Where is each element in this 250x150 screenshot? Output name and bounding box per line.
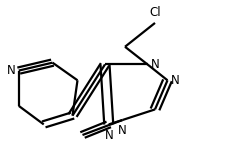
Text: Cl: Cl <box>149 6 161 19</box>
Text: N: N <box>7 64 16 77</box>
Text: N: N <box>150 58 159 71</box>
Text: N: N <box>118 124 127 137</box>
Text: N: N <box>170 74 179 87</box>
Text: N: N <box>104 129 113 142</box>
